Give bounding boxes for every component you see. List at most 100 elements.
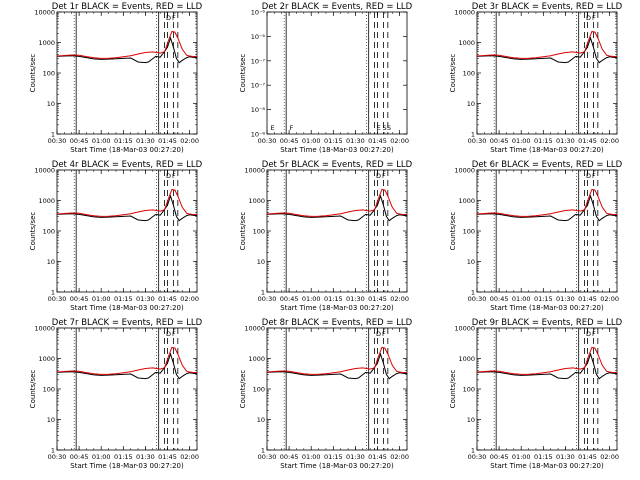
y-tick-label: 1000	[458, 39, 475, 47]
x-axis-label: Start Time (18-Mar-03 00:27:20)	[490, 462, 604, 470]
chart-panel-5: Det 5r BLACK = Events, RED = LLD 1 10 100 10…	[239, 160, 413, 312]
x-tick-label: 00:45	[70, 453, 89, 461]
x-tick-label: 02:00	[600, 295, 619, 303]
marker-label: F	[290, 124, 294, 132]
x-tick-label: 01:45	[578, 295, 597, 303]
y-tick-label: 10⁻⁸	[251, 106, 266, 114]
y-tick-label: 10	[467, 416, 475, 424]
events-series-line	[476, 352, 618, 380]
x-tick-label: 01:30	[136, 295, 155, 303]
x-tick-label: 01:15	[534, 453, 553, 461]
marker-label: F	[172, 172, 176, 180]
x-tick-label: 01:00	[302, 137, 321, 145]
marker-label: E	[377, 124, 381, 132]
plot-frame	[266, 11, 408, 135]
chart-panel-7: Det 7r BLACK = Events, RED = LLD 1 10 100 10…	[29, 318, 203, 470]
y-tick-label: 100	[253, 386, 265, 394]
x-tick-label: 02:00	[600, 453, 619, 461]
y-axis-label: Counts/sec	[29, 212, 37, 251]
lld-series-line	[56, 346, 198, 375]
x-tick-label: 01:00	[92, 453, 111, 461]
y-axis-label: Counts/sec	[239, 54, 247, 93]
y-tick-label: 10000	[34, 325, 55, 333]
marker-label: F	[382, 172, 386, 180]
x-tick-label: 01:15	[324, 137, 343, 145]
y-tick-label: 10	[47, 258, 55, 266]
x-tick-label: 00:45	[490, 137, 509, 145]
x-axis-label: Start Time (18-Mar-03 00:27:20)	[490, 304, 604, 312]
marker-label: F	[592, 14, 596, 22]
x-tick-label: 01:45	[578, 137, 597, 145]
chart-title: Det 6r BLACK = Events, RED = LLD	[472, 160, 623, 170]
marker-label: F	[592, 172, 596, 180]
x-tick-label: 00:30	[468, 453, 487, 461]
y-tick-label: 1000	[248, 355, 265, 363]
y-tick-label: 1000	[38, 197, 55, 205]
y-tick-label: 1000	[38, 355, 55, 363]
x-tick-label: 01:30	[556, 295, 575, 303]
chart-title: Det 4r BLACK = Events, RED = LLD	[52, 160, 203, 170]
x-tick-label: 01:15	[114, 137, 133, 145]
x-tick-label: 01:30	[556, 137, 575, 145]
y-tick-label: 10	[467, 100, 475, 108]
chart-title: Det 1r BLACK = Events, RED = LLD	[52, 2, 203, 12]
marker-label: F	[592, 330, 596, 338]
marker-label: D	[586, 172, 591, 180]
x-tick-label: 01:30	[346, 453, 365, 461]
x-tick-label: 01:15	[324, 295, 343, 303]
y-tick-label: 10000	[454, 9, 475, 17]
x-axis-label: Start Time (18-Mar-03 00:27:20)	[70, 462, 184, 470]
x-tick-label: 00:30	[258, 137, 277, 145]
chart-panel-6: Det 6r BLACK = Events, RED = LLD 1 10 100 10…	[449, 160, 623, 312]
chart-title: Det 7r BLACK = Events, RED = LLD	[52, 318, 203, 328]
lld-series-line	[266, 346, 408, 375]
lld-series-line	[266, 188, 408, 217]
y-tick-label: 1	[471, 447, 475, 455]
plot-frame	[476, 169, 618, 293]
y-tick-label: 10000	[454, 167, 475, 175]
x-axis-label: Start Time (18-Mar-03 00:27:20)	[490, 146, 604, 154]
marker-label: S	[387, 124, 391, 132]
marker-label: F	[172, 14, 176, 22]
marker-label: D	[586, 14, 591, 22]
chart-title: Det 9r BLACK = Events, RED = LLD	[472, 318, 623, 328]
marker-label: D	[166, 14, 171, 22]
y-tick-label: 10	[257, 258, 265, 266]
events-series-line	[56, 194, 198, 222]
x-tick-label: 02:00	[180, 453, 199, 461]
chart-panel-3: Det 3r BLACK = Events, RED = LLD 1 10 100 10…	[449, 2, 623, 154]
y-tick-label: 10	[467, 258, 475, 266]
lld-series-line	[476, 30, 618, 59]
chart-panel-4: Det 4r BLACK = Events, RED = LLD 1 10 100 10…	[29, 160, 203, 312]
lld-series-line	[476, 346, 618, 375]
y-axis-label: Counts/sec	[449, 54, 457, 93]
x-tick-label: 01:00	[302, 453, 321, 461]
y-tick-label: 1	[261, 289, 265, 297]
y-tick-label: 100	[43, 228, 55, 236]
x-tick-label: 01:00	[512, 137, 531, 145]
marker-label: F	[172, 330, 176, 338]
x-tick-label: 01:15	[114, 295, 133, 303]
x-tick-label: 00:30	[48, 137, 67, 145]
y-tick-label: 100	[253, 228, 265, 236]
y-axis-label: Counts/sec	[29, 370, 37, 409]
events-series-line	[266, 194, 408, 222]
lld-series-line	[476, 188, 618, 217]
y-tick-label: 1	[51, 131, 55, 139]
x-tick-label: 00:30	[258, 453, 277, 461]
x-tick-label: 01:45	[158, 453, 177, 461]
marker-label: D	[166, 330, 171, 338]
x-tick-label: 02:00	[390, 137, 409, 145]
plot-frame	[56, 169, 198, 293]
y-tick-label: 100	[43, 386, 55, 394]
y-tick-label: 1000	[38, 39, 55, 47]
x-tick-label: 02:00	[390, 295, 409, 303]
x-tick-label: 00:45	[280, 295, 299, 303]
chart-title: Det 2r BLACK = Events, RED = LLD	[262, 2, 413, 12]
x-tick-label: 01:15	[534, 137, 553, 145]
x-tick-label: 01:15	[114, 453, 133, 461]
y-axis-label: Counts/sec	[239, 212, 247, 251]
y-tick-label: 1000	[458, 355, 475, 363]
y-axis-label: Counts/sec	[239, 370, 247, 409]
